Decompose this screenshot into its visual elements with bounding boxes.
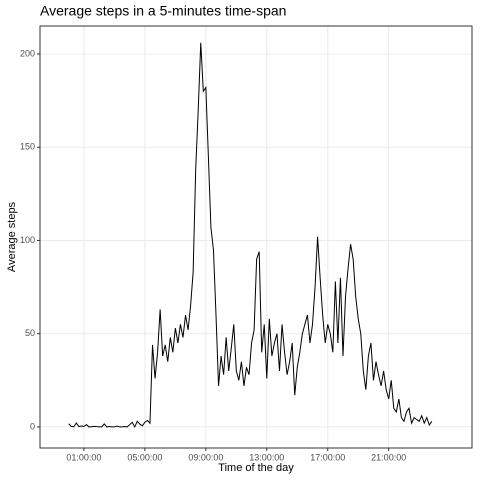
- x-tick-label: 21:00:00: [371, 452, 406, 462]
- y-tick-label: 100: [20, 235, 35, 245]
- x-tick-label: 17:00:00: [310, 452, 345, 462]
- x-axis-title: Time of the day: [218, 462, 294, 474]
- data-line: [68, 42, 433, 429]
- x-tick-label: 01:00:00: [66, 452, 101, 462]
- y-axis-title: Average steps: [6, 201, 18, 272]
- y-tick-label: 150: [20, 142, 35, 152]
- panel-border: [39, 25, 473, 449]
- x-tick-label: 13:00:00: [249, 452, 284, 462]
- x-tick-label: 05:00:00: [127, 452, 162, 462]
- x-tick-label: 09:00:00: [188, 452, 223, 462]
- chart-title: Average steps in a 5-minutes time-span: [40, 3, 286, 19]
- y-tick-label: 50: [25, 328, 35, 338]
- y-tick-label: 0: [30, 421, 35, 431]
- y-tick-label: 200: [20, 48, 35, 58]
